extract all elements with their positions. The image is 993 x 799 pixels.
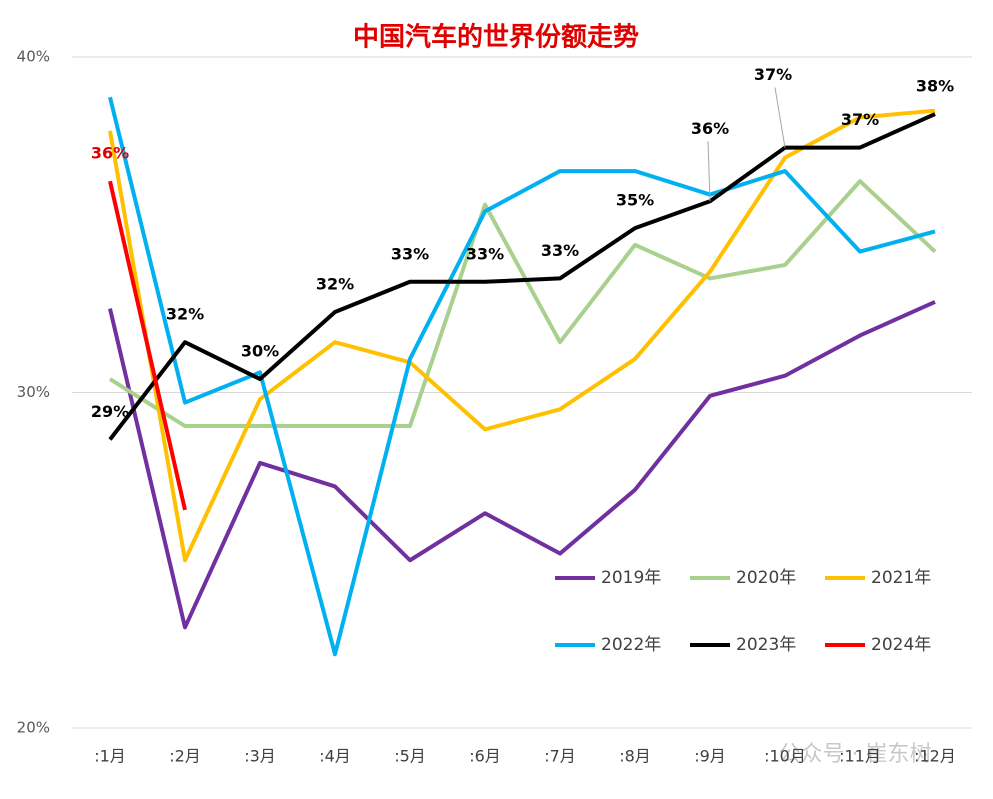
legend-label: 2019年 [601,568,661,588]
x-tick-label: :5月 [394,747,426,766]
series-line [108,96,936,657]
series-line [108,108,936,563]
y-tick-label: 30% [17,383,50,401]
x-tick-label: :6月 [469,747,501,766]
data-label: 36% [91,144,129,163]
data-label: 37% [841,110,879,129]
x-tick-label: :11月 [839,747,881,766]
leader-line [774,87,786,148]
data-label: 33% [466,244,504,263]
data-label: 32% [316,274,354,293]
series-line [108,180,187,511]
data-label: 33% [391,244,429,263]
data-label: 32% [166,305,204,324]
watermark: 公众号 · 崔东树 [779,742,932,767]
data-label: 38% [916,77,954,96]
chart-title: 中国汽车的世界份额走势 [353,22,639,53]
legend-label: 2024年 [871,635,931,655]
x-tick-label: :3月 [244,747,276,766]
x-tick-label: :9月 [694,747,726,766]
legend-label: 2022年 [601,635,661,655]
data-label: 35% [616,191,654,210]
series-line [108,300,936,630]
data-label: 29% [91,402,129,421]
data-label: 36% [691,119,729,138]
x-tick-label: :1月 [94,747,126,766]
y-tick-label: 40% [17,48,50,66]
series-line [108,112,936,441]
x-tick-label: :12月 [914,747,956,766]
data-label: 30% [241,342,279,361]
data-label: 37% [754,65,792,84]
legend-label: 2023年 [736,635,796,655]
x-tick-label: :8月 [619,747,651,766]
y-tick-label: 20% [17,719,50,737]
leader-line [707,141,711,202]
x-tick-label: :7月 [544,747,576,766]
legend-label: 2020年 [736,568,796,588]
legend-label: 2021年 [871,568,931,588]
data-label: 33% [541,241,579,260]
x-tick-label: :2月 [169,747,201,766]
x-tick-label: :4月 [319,747,351,766]
x-tick-label: :10月 [764,747,806,766]
